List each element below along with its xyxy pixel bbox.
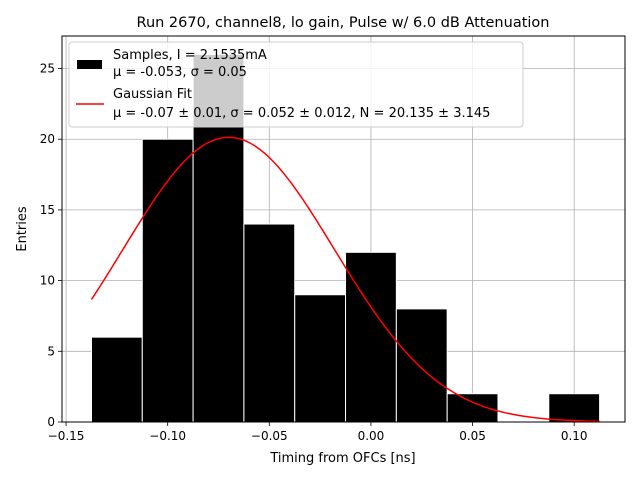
y-tick-label: 5 [47,344,55,358]
histogram-bar [90,336,143,423]
x-tick-label: 0.05 [459,429,486,443]
x-axis-ticks: −0.15 −0.10 −0.05 0.00 0.05 0.10 [48,422,588,443]
legend-box [68,41,524,128]
legend: Samples, I = 2.1535mA μ = -0.053, σ = 0.… [68,41,524,128]
y-tick-label: 25 [40,62,55,76]
x-tick-label: −0.15 [48,429,85,443]
histogram-bar [548,393,601,423]
histogram-bar [345,251,397,423]
chart-title: Run 2670, channel8, lo gain, Pulse w/ 6.… [137,15,550,31]
histogram-bars [90,53,601,423]
legend-fit-params: μ = -0.07 ± 0.01, σ = 0.052 ± 0.012, N =… [113,106,490,121]
y-tick-label: 15 [40,203,55,217]
gaussian-fit-line [90,136,600,423]
x-tick-label: 0.00 [358,429,385,443]
y-tick-label: 10 [40,274,55,288]
y-tick-label: 20 [40,132,55,146]
y-axis-label: Entries [15,206,30,252]
legend-samples-label: Samples, I = 2.1535mA [113,48,267,63]
histogram-bar [243,223,296,423]
histogram-bar [294,294,347,423]
legend-samples-stats: μ = -0.053, σ = 0.05 [113,65,247,80]
x-tick-label: 0.10 [561,429,588,443]
plot-frame [61,35,626,423]
y-tick-label: 0 [47,415,55,429]
histogram-bar [446,393,499,423]
legend-samples-swatch [77,60,102,69]
x-axis-label: Timing from OFCs [ns] [269,451,415,466]
histogram-bar [395,308,448,423]
x-tick-label: −0.05 [251,429,288,443]
gaussian-fit-line-group [90,136,600,423]
y-axis-ticks: 0 5 10 15 20 25 [40,62,62,429]
x-tick-label: −0.10 [149,429,186,443]
legend-fit-label: Gaussian Fit [113,87,192,102]
